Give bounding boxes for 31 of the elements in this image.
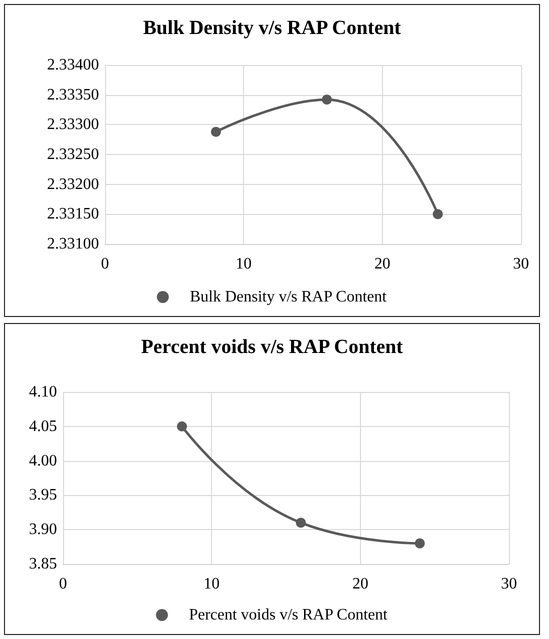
y-tick-label: 2.33250 [47, 146, 99, 163]
x-tick-label: 10 [204, 576, 220, 592]
chart-title: Percent voids v/s RAP Content [141, 336, 404, 358]
y-tick-label: 2.33350 [47, 86, 99, 104]
y-tick-label: 4.10 [29, 384, 57, 400]
chart-title: Bulk Density v/s RAP Content [143, 17, 402, 39]
y-tick-label: 2.33400 [47, 56, 99, 74]
y-tick-label: 2.33300 [47, 116, 99, 134]
x-tick-label: 20 [352, 576, 368, 592]
point [414, 538, 425, 548]
y-tick-label: 2.33150 [47, 206, 99, 223]
x-tick-label: 0 [101, 256, 109, 272]
point [322, 94, 332, 105]
y-tick-label: 2.33100 [47, 236, 99, 252]
point [296, 518, 306, 528]
point [176, 421, 187, 432]
x-tick-label: 0 [59, 576, 67, 592]
legend-label: Percent voids v/s RAP Content [188, 606, 388, 624]
point [210, 126, 221, 137]
x-tick-label: 30 [513, 256, 529, 272]
y-tick-label: 3.90 [29, 521, 57, 538]
legend-label: Bulk Density v/s RAP Content [190, 288, 388, 306]
y-tick-label: 3.85 [29, 556, 57, 572]
x-tick-label: 20 [374, 256, 390, 272]
x-tick-label: 10 [236, 256, 252, 272]
y-tick-label: 3.95 [29, 486, 57, 504]
y-tick-label: 4.05 [29, 418, 57, 435]
y-tick-label: 2.33200 [47, 176, 99, 193]
x-tick-label: 30 [501, 576, 517, 592]
y-tick-label: 4.00 [29, 452, 57, 470]
point [432, 209, 443, 220]
